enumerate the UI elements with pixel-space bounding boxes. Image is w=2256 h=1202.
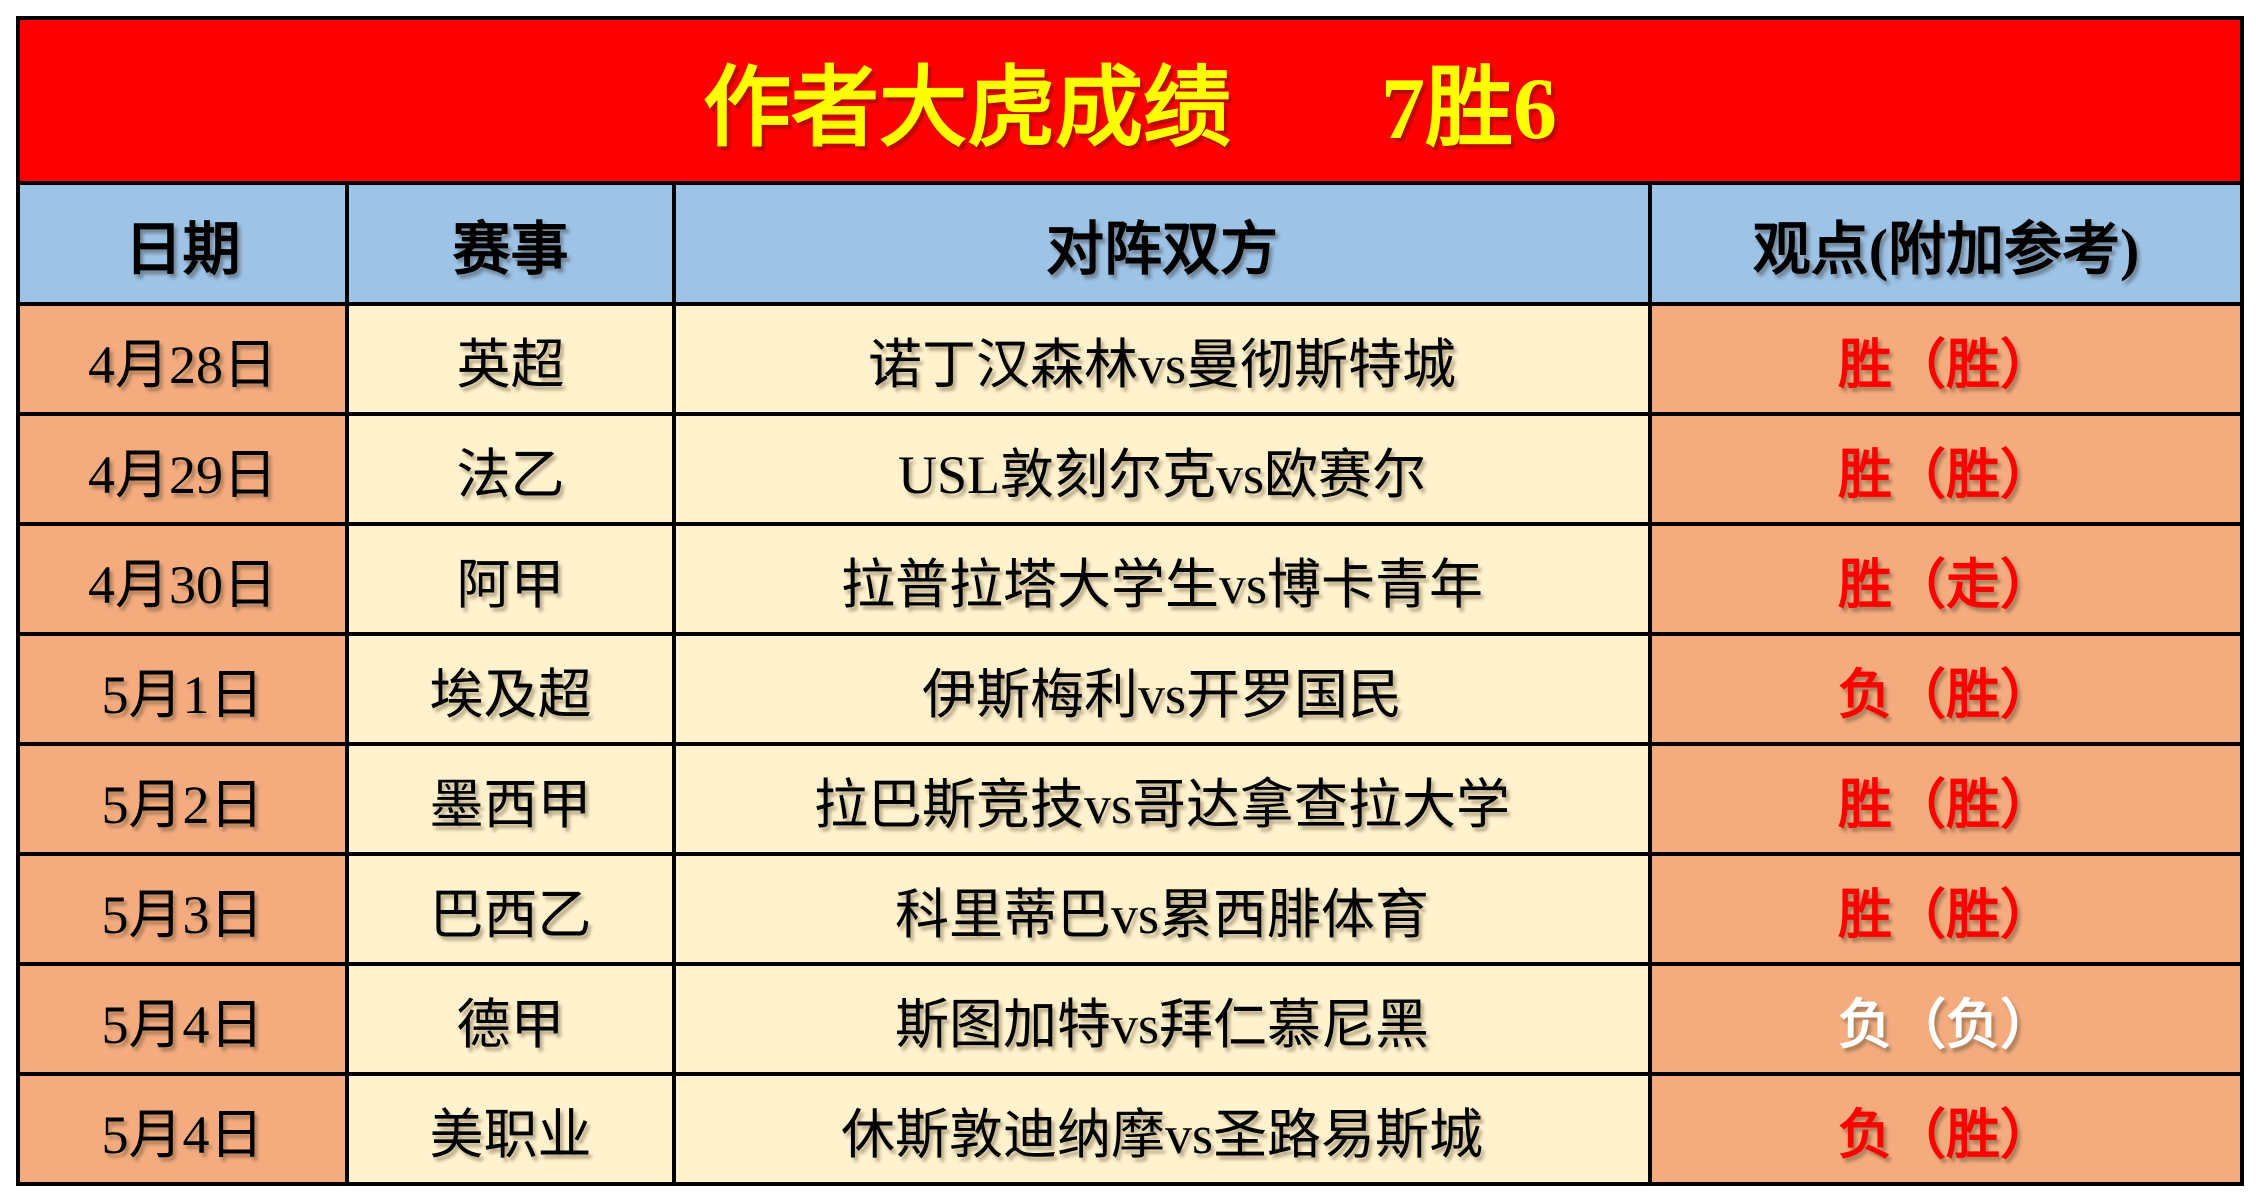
date-cell: 5月2日 [16,742,349,856]
banner-row: 作者大虎成绩 7胜6 [15,16,2245,185]
result-cell: 胜（胜） [1647,852,2245,966]
match-cell: 科里蒂巴vs累西腓体育 [672,852,1652,966]
column-header-row: 日期 赛事 对阵双方 观点(附加参考) [16,181,2245,306]
date-cell: 5月4日 [16,1072,349,1186]
table-row: 5月4日 美职业 休斯敦迪纳摩vs圣路易斯城 负（胜） [16,1072,2245,1186]
match-cell: 拉普拉塔大学生vs博卡青年 [672,522,1652,636]
result-cell: 负（胜） [1647,632,2245,746]
table-row: 4月30日 阿甲 拉普拉塔大学生vs博卡青年 胜（走） [16,522,2245,636]
date-cell: 4月29日 [16,412,349,526]
league-cell: 墨西甲 [345,742,676,856]
match-cell: 拉巴斯竞技vs哥达拿查拉大学 [672,742,1652,856]
match-cell: USL敦刻尔克vs欧赛尔 [672,412,1652,526]
match-cell: 诺丁汉森林vs曼彻斯特城 [672,302,1652,416]
league-cell: 英超 [345,302,676,416]
league-cell: 埃及超 [345,632,676,746]
table-row: 5月2日 墨西甲 拉巴斯竞技vs哥达拿查拉大学 胜（胜） [16,742,2245,856]
table-row: 5月4日 德甲 斯图加特vs拜仁慕尼黑 负（负） [16,962,2245,1076]
league-cell: 德甲 [345,962,676,1076]
banner-record: 7胜6 [1381,61,1558,158]
date-cell: 5月3日 [16,852,349,966]
date-cell: 5月4日 [16,962,349,1076]
date-cell: 4月30日 [16,522,349,636]
match-cell: 伊斯梅利vs开罗国民 [672,632,1652,746]
result-cell: 胜（胜） [1647,742,2245,856]
date-cell: 4月28日 [16,302,349,416]
results-table: 作者大虎成绩 7胜6 日期 赛事 对阵双方 观点(附加参考) 4月28日 英超 … [15,16,2245,1186]
header-date: 日期 [16,181,349,306]
match-cell: 斯图加特vs拜仁慕尼黑 [672,962,1652,1076]
result-cell: 负（胜） [1647,1072,2245,1186]
table-row: 4月28日 英超 诺丁汉森林vs曼彻斯特城 胜（胜） [16,302,2245,416]
result-cell: 胜（胜） [1647,302,2245,416]
date-cell: 5月1日 [16,632,349,746]
league-cell: 美职业 [345,1072,676,1186]
banner-title: 作者大虎成绩 [703,61,1232,158]
league-cell: 巴西乙 [345,852,676,966]
header-view: 观点(附加参考) [1647,181,2245,306]
header-league: 赛事 [345,181,676,306]
banner-cell: 作者大虎成绩 7胜6 [15,16,2245,185]
header-match: 对阵双方 [672,181,1652,306]
table-row: 4月29日 法乙 USL敦刻尔克vs欧赛尔 胜（胜） [16,412,2245,526]
table-row: 5月1日 埃及超 伊斯梅利vs开罗国民 负（胜） [16,632,2245,746]
league-cell: 阿甲 [345,522,676,636]
result-cell: 胜（胜） [1647,412,2245,526]
table-row: 5月3日 巴西乙 科里蒂巴vs累西腓体育 胜（胜） [16,852,2245,966]
result-cell: 负（负） [1647,962,2245,1076]
result-cell: 胜（走） [1647,522,2245,636]
match-cell: 休斯敦迪纳摩vs圣路易斯城 [672,1072,1652,1186]
league-cell: 法乙 [345,412,676,526]
